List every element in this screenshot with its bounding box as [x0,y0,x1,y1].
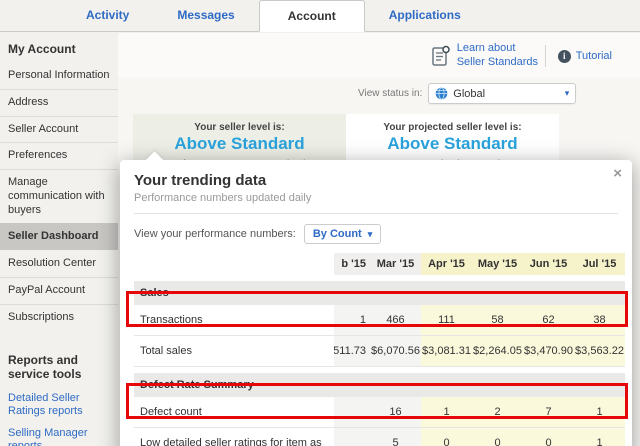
by-count-dropdown[interactable]: By Count ▾ [303,224,382,244]
seller-standards-icon [431,45,451,67]
current-level-label: Your seller level is: [194,122,285,133]
modal-body: Your trending data Performance numbers u… [120,160,632,446]
sidebar-link-selling-manager-reports[interactable]: Selling Manager reports [8,426,88,446]
view-status-label: View status in: [358,88,423,99]
row-label: Total sales [140,345,192,357]
performance-controls: View your performance numbers: By Count … [134,223,618,245]
globe-icon [435,87,448,100]
column-jul: Jul '15 [574,253,625,275]
sidebar-item-preferences[interactable]: Preferences [0,142,118,169]
learn-about-label: Learn about Seller Standards [456,42,539,68]
trending-table: b '15 Mar '15 Apr '15 May '15 Jun '15 Ju… [134,253,625,446]
sidebar: My Account Personal Information Address … [0,33,126,446]
chevron-down-icon: ▾ [367,228,373,239]
tab-messages[interactable]: Messages [177,8,235,22]
row-label: Low detailed seller ratings for item as … [140,437,322,446]
column-jun: Jun '15 [523,253,574,275]
table-row-defect-count: Defect count 16 1 2 7 1 [134,397,625,428]
row-label: Defect count [140,406,202,418]
sidebar-item-address[interactable]: Address [0,88,118,116]
tab-account[interactable]: Account [258,0,365,32]
sidebar-item-seller-account[interactable]: Seller Account [0,115,118,143]
row-label: Transactions [140,314,203,326]
sidebar-header-reports: Reports and service tools [8,353,82,382]
view-status-row: View status in: Global ▾ [118,77,640,110]
table-header-row: b '15 Mar '15 Apr '15 May '15 Jun '15 Ju… [134,253,625,275]
column-apr: Apr '15 [421,253,472,275]
current-level-value: Above Standard [174,134,305,153]
column-may: May '15 [472,253,523,275]
sidebar-item-subscriptions[interactable]: Subscriptions [0,303,118,331]
tab-applications[interactable]: Applications [388,8,461,22]
table-row-total-sales: Total sales ,511.73 $6,070.56 $3,081.31 … [134,336,625,367]
divider [544,45,546,67]
chevron-down-icon: ▾ [564,88,570,98]
info-icon: i [557,49,571,63]
sidebar-header-my-account: My Account [8,42,76,56]
sidebar-item-manage-communication[interactable]: Manage communication with buyers [0,169,118,223]
by-count-selected: By Count [312,228,362,240]
learn-about-seller-standards-link[interactable]: Learn about Seller Standards [431,42,541,70]
sidebar-link-dsr-reports[interactable]: Detailed Seller Ratings reports [8,392,83,418]
modal-title: Your trending data [134,172,267,189]
tutorial-label: Tutorial [575,50,612,62]
projected-level-label: Your projected seller level is: [383,122,522,133]
sidebar-item-personal-information[interactable]: Personal Information [8,69,110,81]
tutorial-link[interactable]: i Tutorial [557,49,612,63]
close-icon[interactable]: × [613,165,622,182]
section-header-defect-rate: Defect Rate Summary [134,373,625,397]
table-row-low-dsr: Low detailed seller ratings for item as … [134,428,625,446]
status-region-selected: Global [453,87,486,100]
sidebar-item-paypal-account[interactable]: PayPal Account [0,276,118,304]
tab-activity[interactable]: Activity [86,8,130,22]
header-actions: Learn about Seller Standards i Tutorial [118,33,640,77]
status-region-dropdown[interactable]: Global ▾ [428,83,577,104]
top-tab-bar: Activity Messages Account Applications [0,0,640,32]
trending-data-modal: × Your trending data Performance numbers… [120,151,632,446]
column-feb: b '15 [334,253,370,275]
table-row-transactions: Transactions 1 466 111 58 62 38 [134,305,625,336]
divider [134,213,618,214]
modal-subtitle: Performance numbers updated daily [134,192,312,204]
performance-numbers-label: View your performance numbers: [134,228,296,240]
sidebar-item-seller-dashboard[interactable]: Seller Dashboard [0,223,126,250]
projected-level-value: Above Standard [387,134,518,153]
sidebar-item-resolution-center[interactable]: Resolution Center [8,257,97,269]
column-mar: Mar '15 [370,253,421,275]
section-header-sales: Sales [134,281,625,305]
